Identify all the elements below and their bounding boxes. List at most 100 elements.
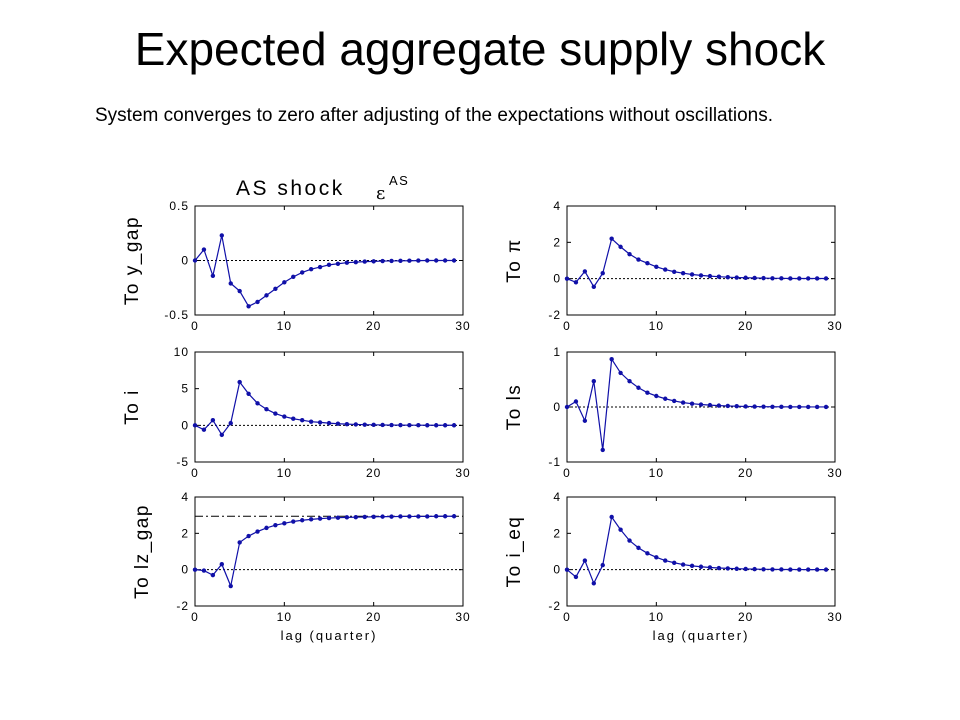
data-point <box>564 404 570 410</box>
chart-panel-0: 0 10 20 30-0.500.5To y_gap <box>122 199 470 333</box>
data-point <box>273 411 278 416</box>
series-line <box>566 515 827 585</box>
y-tick-label: 1 <box>553 345 561 359</box>
data-point <box>353 514 358 520</box>
x-tick-label: 10 <box>649 610 664 624</box>
data-point <box>371 514 376 520</box>
data-point <box>806 567 811 572</box>
y-axis-label: To y_gap <box>122 216 143 305</box>
data-point <box>609 514 614 520</box>
data-point <box>761 567 766 572</box>
data-point <box>282 521 287 526</box>
y-tick-label: -1 <box>548 455 561 469</box>
y-tick-label: 2 <box>553 235 561 249</box>
x-tick-label: 10 <box>649 319 664 333</box>
data-point <box>344 515 350 520</box>
y-axis-label: To lz_gap <box>132 504 153 599</box>
data-point <box>779 567 784 572</box>
x-tick-label: 20 <box>366 319 381 333</box>
data-point <box>680 400 686 405</box>
plot-frame <box>194 351 464 463</box>
data-point <box>600 447 605 453</box>
x-tick-label: 20 <box>738 319 753 333</box>
data-point <box>743 566 748 572</box>
plot-frame <box>566 205 836 316</box>
data-point <box>228 583 233 589</box>
figure-title-superscript: AS <box>389 173 409 188</box>
data-point <box>654 393 659 399</box>
data-point <box>609 236 614 241</box>
data-point <box>797 567 802 572</box>
y-tick-label: 0 <box>181 563 189 577</box>
data-point <box>442 514 448 519</box>
x-tick-label: 20 <box>738 610 753 624</box>
data-point <box>308 517 314 522</box>
x-tick-label: 10 <box>277 319 292 333</box>
slide-title: Expected aggregate supply shock <box>134 23 826 75</box>
data-point <box>192 567 198 572</box>
data-point <box>380 514 385 519</box>
data-point <box>380 422 385 428</box>
x-tick-label: 20 <box>738 466 753 480</box>
data-point <box>282 280 287 285</box>
x-tick-label: 0 <box>191 466 199 480</box>
x-tick-label: 10 <box>277 466 292 480</box>
data-point <box>192 423 198 428</box>
x-tick-label: 30 <box>827 466 842 480</box>
data-point <box>752 404 757 409</box>
data-point <box>291 274 296 280</box>
data-point <box>573 280 579 285</box>
x-tick-label: 0 <box>563 610 571 624</box>
data-point <box>707 565 713 570</box>
data-point <box>814 567 820 572</box>
data-point <box>582 269 588 274</box>
data-point <box>335 421 341 426</box>
y-tick-label: 10 <box>174 345 189 359</box>
data-point <box>752 275 757 281</box>
data-point <box>600 562 605 568</box>
data-point <box>362 259 367 264</box>
data-point <box>591 581 596 586</box>
data-point <box>698 564 704 569</box>
data-point <box>362 422 367 427</box>
data-point <box>672 560 677 565</box>
data-point <box>219 432 224 438</box>
data-point <box>716 403 722 408</box>
data-point <box>300 418 305 423</box>
data-point <box>725 275 730 280</box>
data-point <box>317 264 323 270</box>
data-point <box>389 258 394 264</box>
data-point <box>806 404 811 410</box>
data-point <box>707 402 713 408</box>
data-point <box>425 423 430 428</box>
data-point <box>680 562 686 567</box>
data-point <box>308 267 314 272</box>
data-point <box>264 407 269 412</box>
x-tick-label: 30 <box>455 610 470 624</box>
data-point <box>618 244 623 250</box>
data-point <box>770 276 775 281</box>
data-point <box>636 257 641 262</box>
y-tick-label: 4 <box>181 490 189 504</box>
data-point <box>654 264 659 270</box>
data-point <box>600 271 605 276</box>
data-point <box>752 566 757 572</box>
data-point <box>219 562 224 567</box>
data-point <box>779 276 784 281</box>
data-point <box>407 514 412 519</box>
data-point <box>201 568 207 573</box>
data-point <box>228 420 233 426</box>
y-tick-label: 0 <box>553 400 561 414</box>
data-point <box>582 558 588 563</box>
data-point <box>326 262 332 268</box>
data-point <box>814 276 820 281</box>
data-point <box>716 274 722 279</box>
data-point <box>618 527 623 532</box>
data-point <box>317 516 323 521</box>
data-point <box>246 304 251 309</box>
plot-frame <box>566 496 836 607</box>
series-line <box>194 380 455 436</box>
data-point <box>627 538 632 543</box>
